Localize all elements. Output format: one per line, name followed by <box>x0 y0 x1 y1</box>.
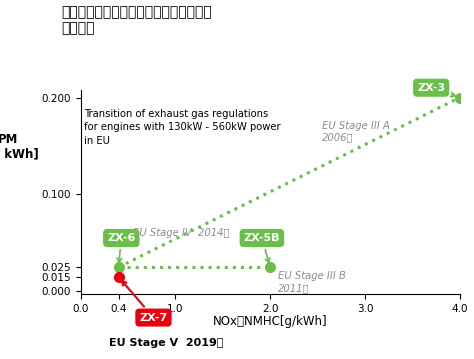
Text: EU Stage III B
2011～: EU Stage III B 2011～ <box>278 271 346 293</box>
Text: Transition of exhaust gas regulations
for engines with 130kW - 560kW power
in EU: Transition of exhaust gas regulations fo… <box>84 109 281 145</box>
Text: ZX-6: ZX-6 <box>107 233 136 262</box>
X-axis label: NOx＋NMHC[g/kWh]: NOx＋NMHC[g/kWh] <box>213 316 328 328</box>
Text: EU Stage V  2019～: EU Stage V 2019～ <box>109 338 223 348</box>
Text: 排出ガス規制値の変遷とショベルの対応
シリーズ: 排出ガス規制値の変遷とショベルの対応 シリーズ <box>62 5 212 36</box>
Text: EU Stage IV  2014～: EU Stage IV 2014～ <box>133 228 229 238</box>
Text: PM
[g / kWh]: PM [g / kWh] <box>0 133 39 161</box>
Text: EU Stage III A
2006～: EU Stage III A 2006～ <box>322 121 390 142</box>
Text: ZX-3: ZX-3 <box>417 83 456 97</box>
Text: ZX-7: ZX-7 <box>122 281 168 323</box>
Text: ZX-5B: ZX-5B <box>244 233 280 263</box>
